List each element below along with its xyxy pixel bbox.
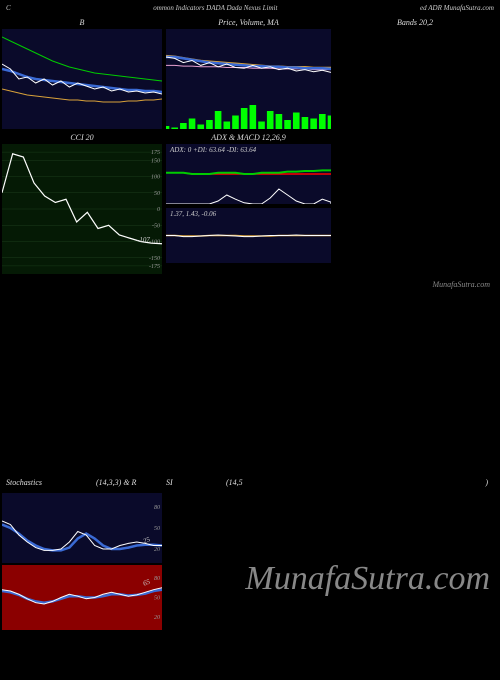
bb-title: B [2, 18, 162, 29]
panel-bb: B [2, 18, 162, 129]
cci-title: CCI 20 [2, 133, 162, 144]
macd-readout: 1.37, 1.43, -0.06 [170, 210, 216, 218]
panel-price-ma: Price, Volume, MA [166, 18, 331, 129]
header-left: C [6, 4, 11, 12]
svg-text:0: 0 [157, 207, 160, 213]
bands-title: Bands 20,2 [335, 18, 495, 29]
svg-text:80: 80 [154, 576, 160, 582]
svg-text:-107: -107 [137, 236, 150, 244]
adx-title: ADX & MACD 12,26,9 [166, 133, 331, 144]
svg-text:150: 150 [151, 158, 160, 164]
svg-text:50: 50 [154, 596, 160, 602]
stoch-label-5: ) [286, 478, 488, 487]
svg-text:50: 50 [154, 526, 160, 532]
svg-text:80: 80 [154, 505, 160, 511]
svg-text:175: 175 [151, 150, 160, 156]
stoch-label-1: Stochastics [6, 478, 96, 487]
panel-stoch: 80502025 80502065 [2, 493, 162, 630]
adx-readout: ADX: 0 +DI: 63.64 -DI: 63.64 [170, 146, 256, 154]
watermark-small: MunafaSutra.com [432, 280, 490, 289]
panel-cci: CCI 20 175150100500-50-100-150-175-107 [2, 133, 162, 274]
panel-adx-macd: ADX & MACD 12,26,9 ADX: 0 +DI: 63.64 -DI… [166, 133, 331, 274]
svg-text:-150: -150 [149, 256, 160, 262]
header-right: ed ADR MunafaSutra.com [420, 4, 494, 12]
svg-text:50: 50 [154, 191, 160, 197]
stoch-label-4: (14,5 [226, 478, 286, 487]
svg-text:65: 65 [142, 578, 152, 588]
price-ma-title: Price, Volume, MA [166, 18, 331, 29]
svg-text:100: 100 [151, 175, 160, 181]
stoch-label-2: (14,3,3) & R [96, 478, 166, 487]
svg-text:-175: -175 [149, 264, 160, 270]
header-center: ommon Indicators DADA Dada Nexus Limit [153, 4, 277, 12]
page-header: C ommon Indicators DADA Dada Nexus Limit… [0, 0, 500, 16]
svg-text:20: 20 [154, 547, 160, 553]
panel-bands: Bands 20,2 [335, 18, 495, 129]
stoch-label-3: SI [166, 478, 226, 487]
svg-text:-50: -50 [152, 223, 160, 229]
svg-text:20: 20 [154, 615, 160, 621]
stoch-title-row: Stochastics (14,3,3) & R SI (14,5 ) [2, 478, 492, 489]
